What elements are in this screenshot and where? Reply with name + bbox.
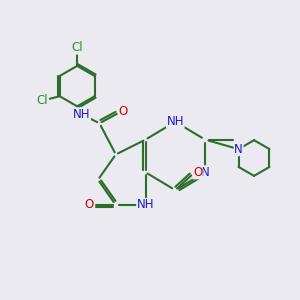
Text: NH: NH [137, 199, 154, 212]
Text: NH: NH [73, 108, 90, 121]
Text: O: O [193, 166, 202, 179]
Text: O: O [84, 199, 94, 212]
Text: N: N [201, 166, 209, 179]
Text: O: O [118, 105, 128, 118]
Text: Cl: Cl [37, 94, 48, 107]
Text: Cl: Cl [71, 41, 83, 54]
Text: N: N [234, 142, 243, 156]
Text: NH: NH [167, 115, 184, 128]
